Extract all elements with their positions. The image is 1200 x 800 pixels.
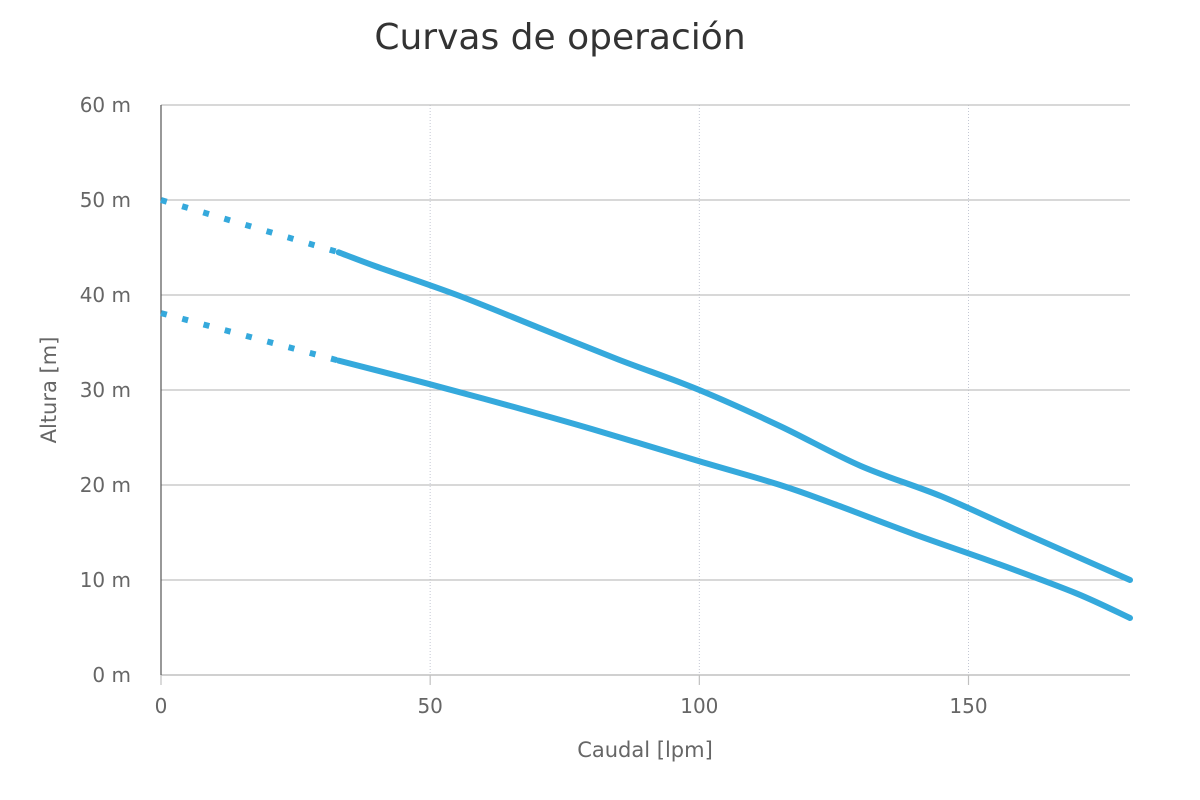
grid: [161, 104, 1130, 675]
y-tick-label: 60 m: [80, 93, 131, 117]
y-axis-label: Altura [m]: [37, 337, 61, 444]
y-tick-label: 0 m: [92, 663, 131, 687]
axes: [160, 105, 1130, 685]
x-tick-label: 100: [680, 694, 718, 718]
y-tick-label: 20 m: [80, 473, 131, 497]
series-line: [335, 357, 1133, 621]
x-axis-label: Caudal [lpm]: [577, 738, 713, 762]
y-tick-label: 50 m: [80, 188, 131, 212]
y-tick-label: 10 m: [80, 568, 131, 592]
series-line-dashed: [160, 197, 340, 256]
x-tick-label: 50: [417, 694, 442, 718]
x-tick-label: 0: [155, 694, 168, 718]
x-tick-label: 150: [949, 694, 987, 718]
y-tick-label: 30 m: [80, 378, 131, 402]
series-layer: [160, 197, 1133, 621]
y-tick-label: 40 m: [80, 283, 131, 307]
tick-labels: 0 50 100 150 0 m 10 m 20 m 30 m 40 m 50 m 60 m: [80, 93, 988, 718]
series-line: [335, 249, 1133, 583]
series-line-dashed: [160, 310, 340, 364]
chart-title: Curvas de operación: [374, 17, 745, 58]
